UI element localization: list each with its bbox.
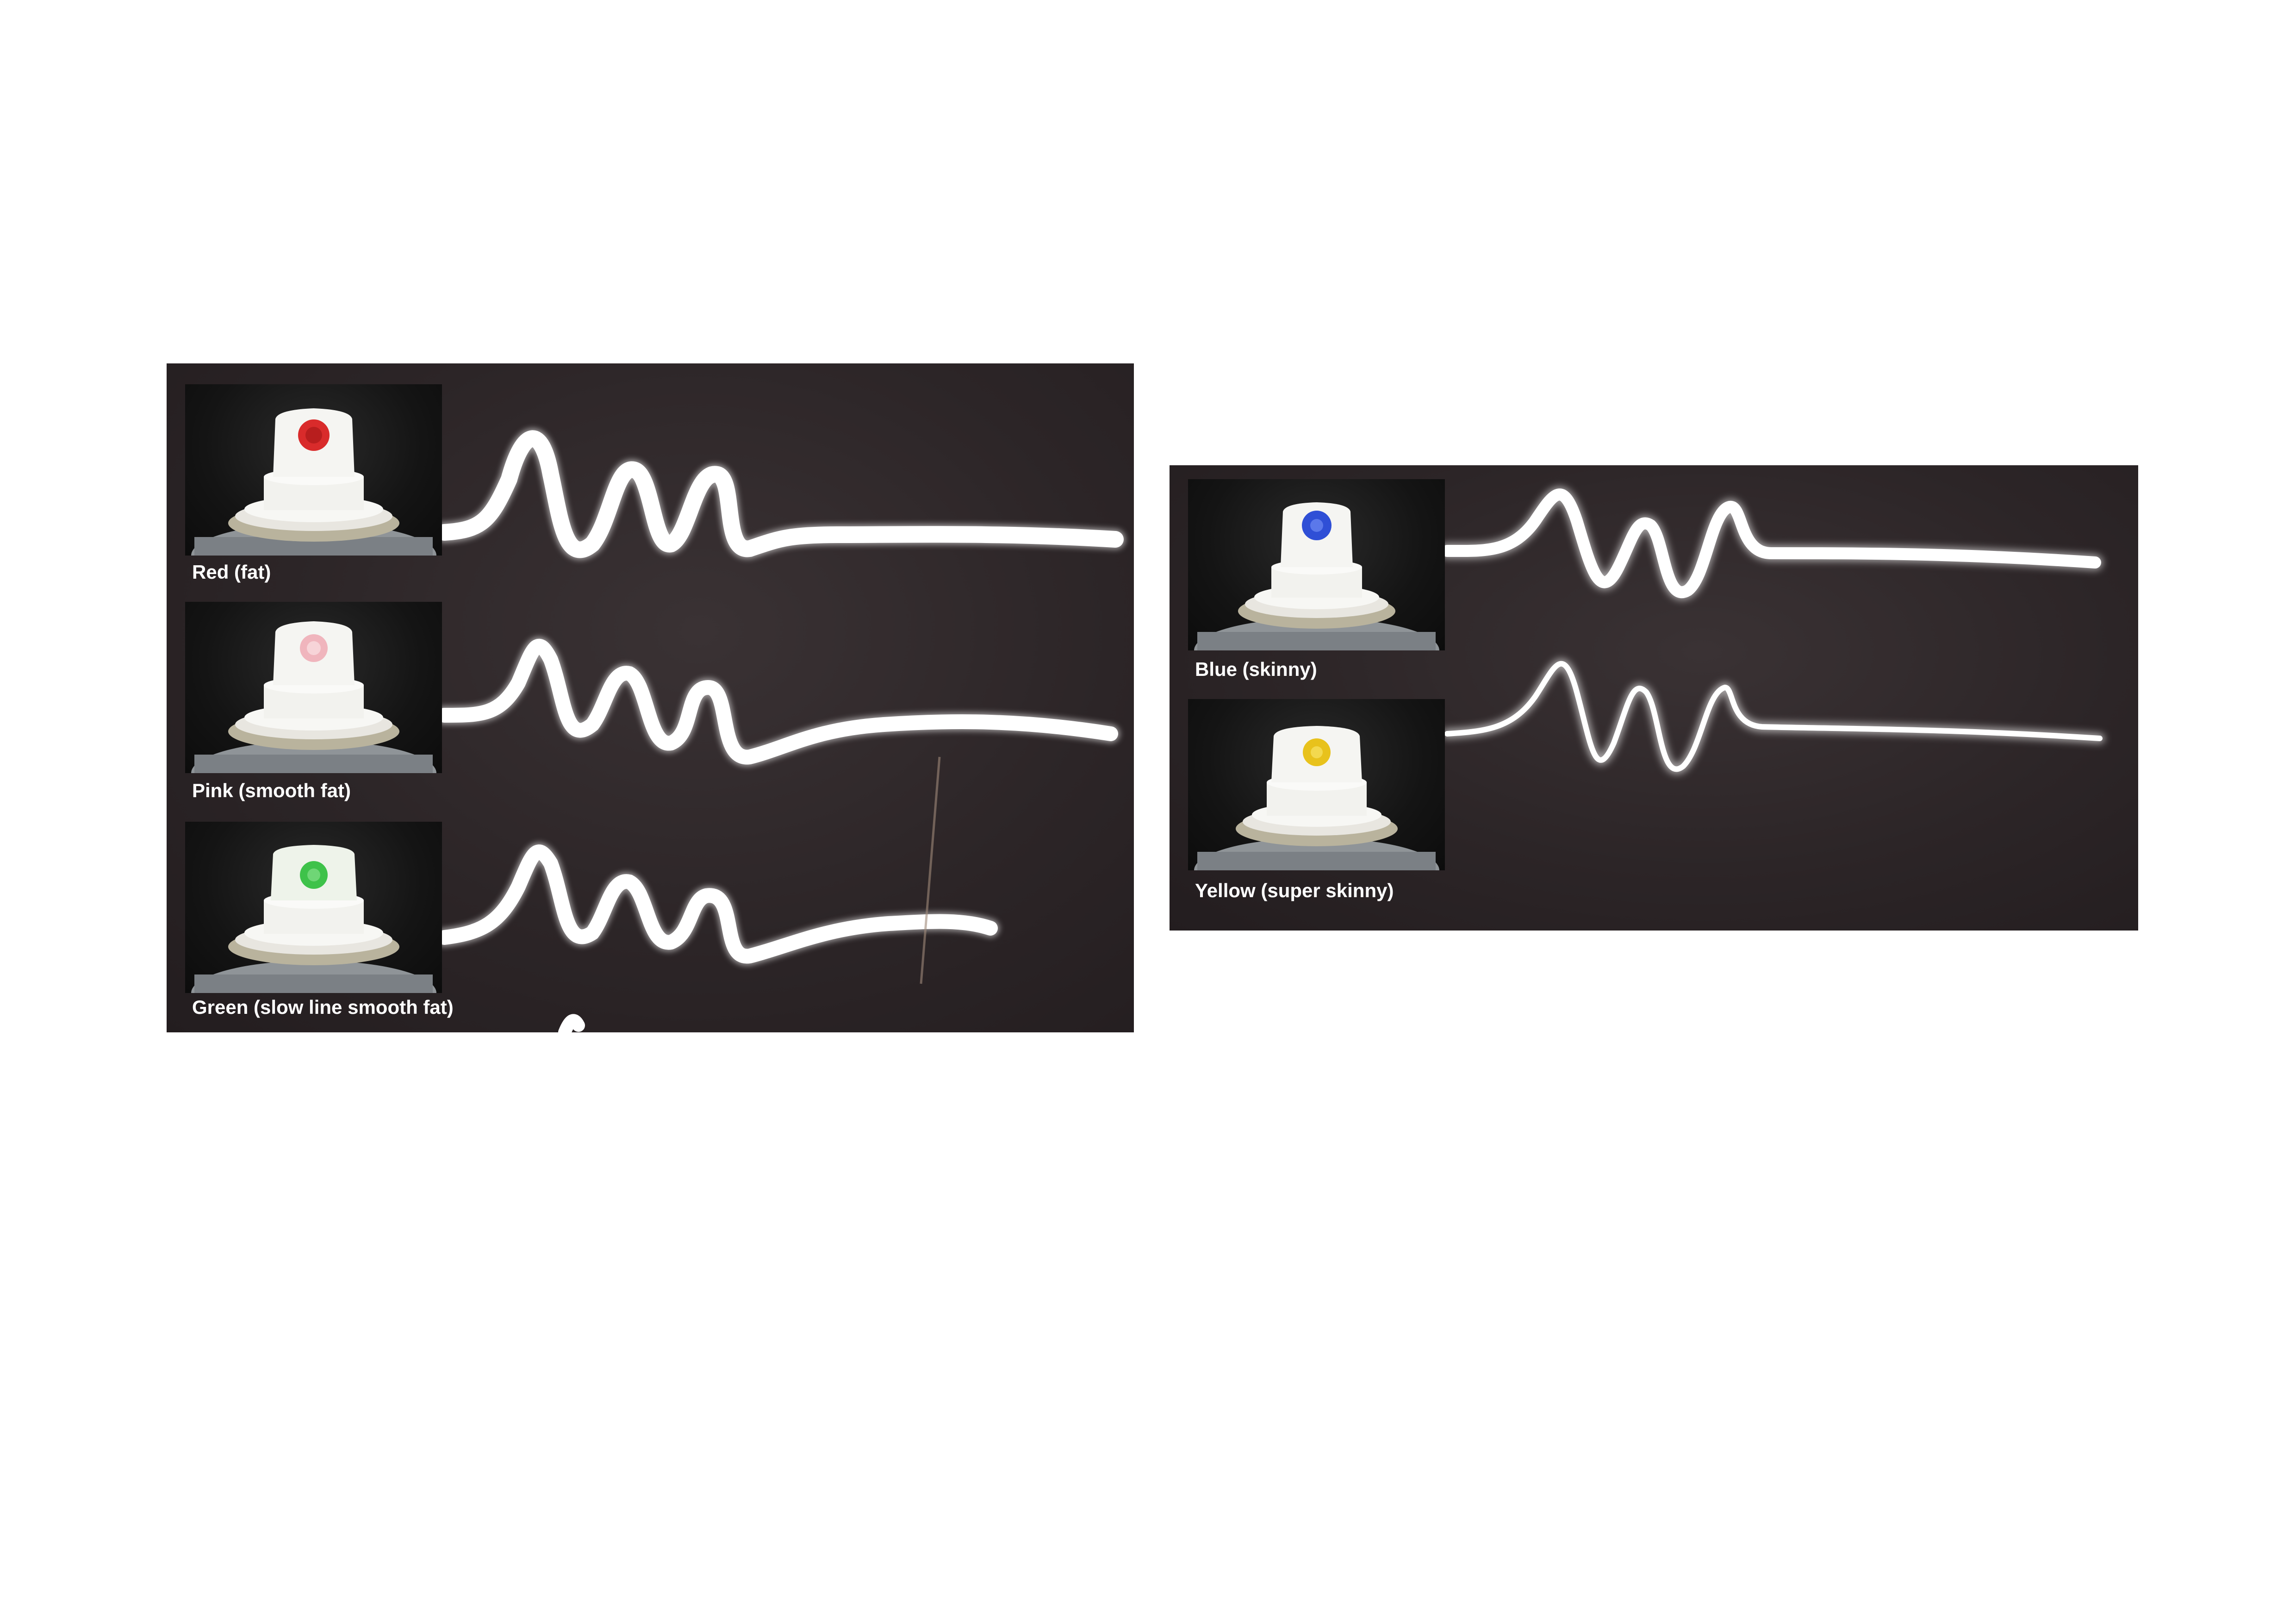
cap-label: Yellow (super skinny) bbox=[1195, 880, 1394, 901]
cap-label: Green (slow line smooth fat) bbox=[192, 996, 454, 1018]
right-photo-panel: Blue (skinny) Yellow (super skinny) bbox=[1170, 465, 2138, 931]
spray-strokes-left bbox=[434, 428, 1126, 1032]
stroke-cutoff-bottom bbox=[558, 1014, 585, 1032]
cap-label: Blue (skinny) bbox=[1195, 658, 1317, 680]
wall-scratch bbox=[920, 756, 941, 984]
left-photo-panel: Red (fat) Pink (smooth fat) bbox=[167, 363, 1134, 1032]
cap-photo-pink bbox=[185, 602, 442, 773]
cap-label: Pink (smooth fat) bbox=[192, 780, 351, 801]
cap-photo-blue bbox=[1188, 479, 1445, 650]
spray-strokes-right bbox=[1439, 487, 2105, 775]
cap-photo-yellow bbox=[1188, 699, 1445, 870]
cap-label: Red (fat) bbox=[192, 561, 271, 583]
cap-photo-red bbox=[185, 384, 442, 556]
cap-photo-green bbox=[185, 822, 442, 993]
